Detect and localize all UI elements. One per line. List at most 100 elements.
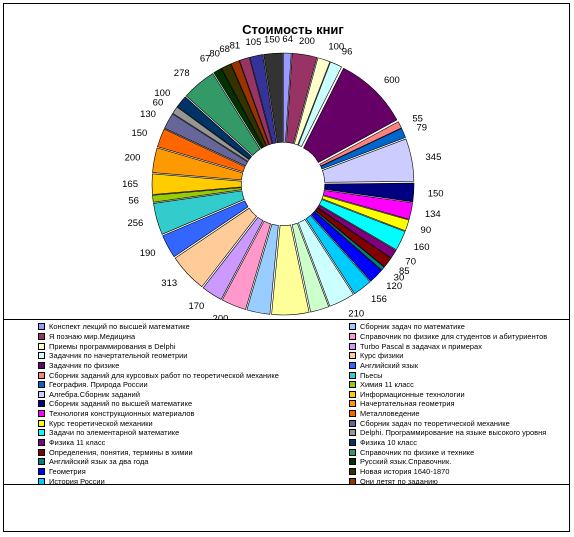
legend-label: Курс теоретической механики (49, 418, 153, 428)
pie-slice (230, 60, 270, 147)
legend-item: Английский язык (349, 361, 547, 371)
pie-slice (239, 57, 273, 145)
legend-swatch (38, 448, 45, 456)
legend-item: Сборник задач по математике (349, 322, 547, 332)
data-label: 105 (246, 37, 262, 48)
legend-label: Металловедение (360, 409, 420, 419)
pie-slice (157, 128, 246, 173)
legend-label: Сборник задач по математике (360, 322, 465, 332)
pie-slice (297, 61, 342, 147)
data-label: 80 (209, 48, 220, 59)
legend-item: Задачи по элементарной математике (38, 428, 279, 438)
legend-item: Физика 10 класс (349, 438, 547, 448)
data-label: 256 (127, 218, 143, 229)
legend-label: Пьесы (360, 370, 383, 380)
legend-swatch (349, 390, 356, 398)
legend-swatch (38, 381, 45, 389)
pie-slice (294, 57, 331, 146)
legend-label: Технология конструкционных материалов (49, 409, 195, 419)
legend-swatch (38, 323, 45, 331)
data-label: 156 (371, 294, 387, 305)
pie-slice (151, 173, 242, 195)
data-label: 170 (188, 301, 204, 312)
legend-label: Delphi. Программирование на языке высоко… (360, 428, 547, 438)
pie-slice (221, 63, 267, 148)
pie-slice (317, 204, 397, 259)
legend-swatch (38, 439, 45, 446)
pie-slice (298, 218, 354, 307)
legend-swatch (38, 429, 45, 437)
data-label: 130 (140, 109, 156, 120)
pie-slice (185, 73, 261, 156)
legend-label: Курс физики (360, 351, 404, 361)
pie-slice (164, 113, 249, 167)
legend-swatch (349, 332, 356, 340)
data-label: 85 (399, 266, 410, 277)
legend-item: Сборник задач по теоретической механике (349, 418, 547, 428)
legend-swatch (349, 410, 356, 418)
legend-label: Они летят по заданию (360, 476, 438, 486)
pie-slice (174, 207, 258, 288)
legend-label: Сборник задач по теоретической механике (360, 418, 510, 428)
pie-slice (321, 195, 410, 232)
pie-slice (176, 96, 253, 160)
legend-swatch (38, 371, 45, 379)
data-label: 200 (125, 153, 141, 164)
legend-swatch (38, 342, 45, 350)
legend-swatch (38, 390, 45, 398)
legend-item: Алгебра.Сборник заданий (38, 389, 279, 399)
data-label: 120 (386, 281, 402, 292)
pie-slice (322, 189, 413, 220)
legend-item: Химия 11 класс (349, 380, 547, 390)
legend-label: Сборник заданий для курсовых работ по те… (49, 370, 279, 380)
pie-slice (271, 224, 310, 316)
legend-item: География. Природа России (38, 380, 279, 390)
legend-swatch (38, 467, 45, 475)
legend-label: Я познаю мир.Медицина (49, 331, 136, 341)
legend-swatch (38, 361, 45, 369)
legend-swatch (349, 323, 356, 331)
pie-slice (303, 67, 398, 163)
legend-item: Информационные технологии (349, 389, 547, 399)
pie-slice (320, 127, 406, 170)
legend-label: Turbo Pascal в задачах и примерах (360, 341, 482, 351)
data-label: 56 (128, 195, 139, 206)
chart-area: Стоимость книг 64 200 100 96 600 55 79 345 150 13… (3, 3, 570, 321)
pie-slice (319, 121, 402, 167)
data-label: 81 (230, 40, 241, 51)
legend-swatch (349, 400, 356, 408)
legend-swatch (349, 458, 356, 466)
legend-label: Английский язык (360, 360, 419, 370)
pie-slice (246, 223, 279, 315)
data-label: 150 (428, 188, 444, 199)
legend-item: Физика 11 класс (38, 438, 279, 448)
data-label: 96 (342, 46, 353, 57)
pie-slice (318, 199, 406, 251)
data-label: 100 (328, 41, 344, 52)
legend-swatch (38, 419, 45, 427)
legend-item: Курс физики (349, 351, 547, 361)
pie-slice (152, 147, 244, 181)
data-label: 190 (140, 248, 156, 259)
legend-label: Приемы программирования в Delphi (49, 341, 176, 351)
data-label: 313 (161, 278, 177, 289)
legend-swatch (349, 381, 356, 389)
legend-swatch (349, 342, 356, 350)
legend-item: Turbo Pascal в задачах и примерах (349, 341, 547, 351)
empty-panel (3, 484, 570, 532)
legend-label: Информационные технологии (360, 389, 465, 399)
pie-slice (324, 182, 415, 203)
legend-swatch (349, 352, 356, 360)
legend-swatch (38, 410, 45, 418)
legend-item: Справочник по физике для студентов и аби… (349, 332, 547, 342)
legend-label: Физика 11 класс (49, 438, 106, 447)
pie-slice (263, 52, 283, 144)
pie-slice (286, 53, 318, 144)
data-label: 70 (405, 257, 416, 268)
pie-slice (282, 52, 292, 143)
legend-label: География. Природа России (49, 380, 148, 390)
legend-swatch (38, 332, 45, 340)
data-label: 90 (421, 225, 432, 236)
pie-slice (213, 68, 264, 149)
legend-label: Русский язык.Справочник. (360, 457, 452, 467)
